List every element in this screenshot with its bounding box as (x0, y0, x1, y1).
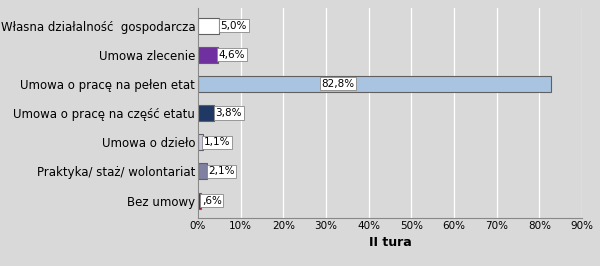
Bar (198, 47, 218, 63)
Bar (198, 105, 214, 121)
Bar (198, 134, 203, 150)
Bar (198, 76, 551, 92)
Bar (198, 163, 207, 179)
Bar (198, 193, 200, 209)
Text: 82,8%: 82,8% (322, 79, 355, 89)
Text: 4,6%: 4,6% (219, 50, 245, 60)
Bar (198, 18, 220, 34)
Text: ,6%: ,6% (202, 196, 222, 206)
X-axis label: II tura: II tura (368, 236, 412, 250)
Text: 1,1%: 1,1% (204, 137, 230, 147)
Text: 5,0%: 5,0% (221, 20, 247, 31)
Text: 2,1%: 2,1% (208, 166, 235, 176)
Text: 3,8%: 3,8% (215, 108, 242, 118)
